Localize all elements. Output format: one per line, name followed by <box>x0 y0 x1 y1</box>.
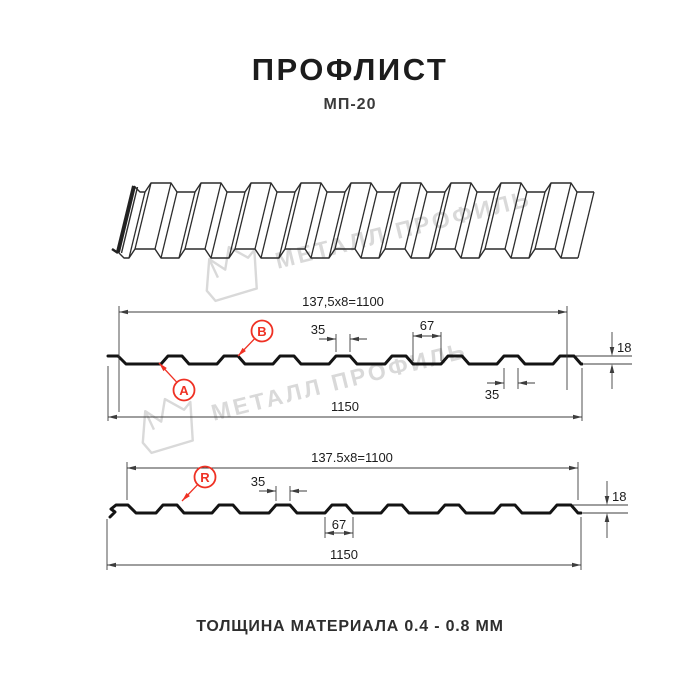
dim-label: 35 <box>311 322 325 337</box>
front-edge <box>117 248 578 259</box>
dim-label: 18 <box>617 340 631 355</box>
dim-label: 18 <box>612 489 626 504</box>
metal-profil-logo-icon <box>141 397 194 455</box>
material-thickness-note: ТОЛЩИНА МАТЕРИАЛА 0.4 - 0.8 ММ <box>196 618 504 635</box>
marker-circle-B <box>250 319 274 343</box>
dim-label: 67 <box>332 517 346 532</box>
marker-letter-A: A <box>179 383 189 398</box>
metal-profil-logo-icon <box>205 245 258 303</box>
page-title: ПРОФЛИСТ <box>251 52 449 87</box>
dim-label: 1150 <box>331 399 359 414</box>
dim-label: 137.5x8=1100 <box>311 450 393 465</box>
dim-label: 35 <box>485 387 499 402</box>
dim-label: 35 <box>251 474 265 489</box>
marker-circle-R <box>193 465 217 489</box>
wall-cross-section <box>106 354 584 366</box>
profile-section-wall: 137,5x8=1100 1150 35 67 18 35 A B <box>106 294 632 421</box>
marker-letter-R: R <box>200 470 210 485</box>
dim-label: 137,5x8=1100 <box>302 294 384 309</box>
profile-model-subtitle: МП-20 <box>323 96 377 113</box>
dim-label: 1150 <box>330 547 358 562</box>
watermark-upper: МЕТАЛЛ ПРОФИЛЬ <box>193 170 537 307</box>
sheet-3d-view <box>111 182 595 259</box>
roof-cross-section <box>108 503 583 519</box>
marker-circle-A <box>172 378 196 402</box>
dim-label: 67 <box>420 318 434 333</box>
back-edge <box>133 182 594 193</box>
profile-section-roof: 137.5x8=1100 1150 35 67 18 R <box>106 450 628 570</box>
watermark-lower: МЕТАЛЛ ПРОФИЛЬ <box>129 322 473 459</box>
marker-letter-B: B <box>257 324 266 339</box>
